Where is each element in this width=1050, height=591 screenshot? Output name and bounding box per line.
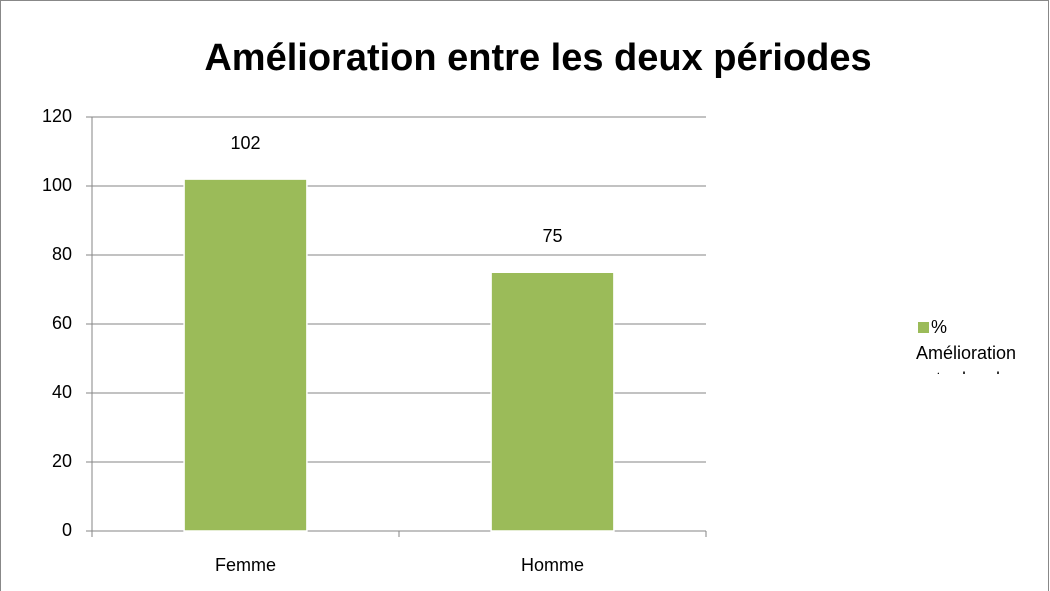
legend-label: % Amélioration entre les deux périodes [916, 317, 1029, 374]
y-tick-label: 20 [52, 451, 72, 471]
y-tick-label: 100 [42, 175, 72, 195]
y-tick-label: 0 [62, 520, 72, 540]
data-label: 102 [230, 133, 260, 153]
bar [490, 271, 615, 532]
y-tick-label: 80 [52, 244, 72, 264]
chart-title: Amélioration entre les deux périodes [204, 37, 871, 79]
legend-entry: % Amélioration entre les deux périodes [916, 317, 1029, 374]
y-tick-label: 120 [42, 106, 72, 126]
x-tick-label: Homme [521, 555, 584, 575]
data-label: 75 [542, 226, 562, 246]
y-tick-label: 60 [52, 313, 72, 333]
y-tick-label: 40 [52, 382, 72, 402]
x-tick-label: Femme [215, 555, 276, 575]
bar [183, 178, 308, 532]
legend-swatch [918, 322, 929, 333]
